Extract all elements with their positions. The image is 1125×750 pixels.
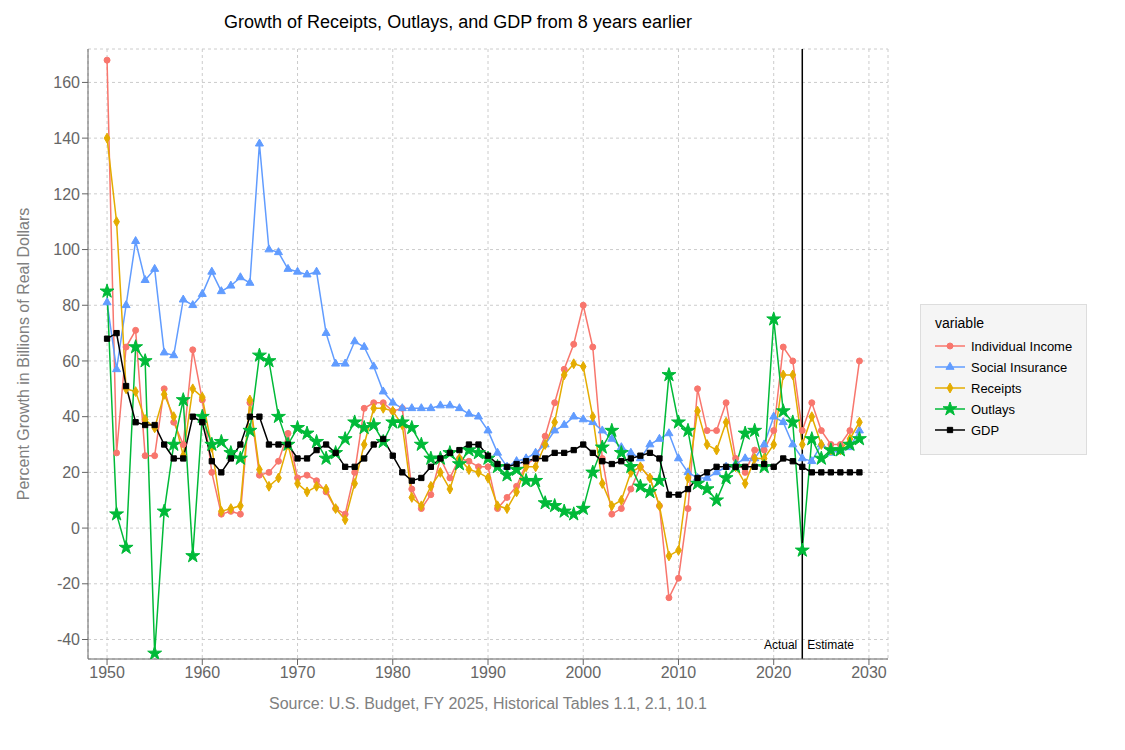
html-text:Growth of Receipts, Outlays, a: Growth of Receipts, Outlays, and GDP fro… bbox=[224, 12, 692, 32]
svg-text:1990: 1990 bbox=[470, 664, 506, 681]
svg-text:-40: -40 bbox=[57, 631, 80, 648]
svg-text:2010: 2010 bbox=[661, 664, 697, 681]
svg-text:Percent Growth in Billions of: Percent Growth in Billions of Real Dolla… bbox=[15, 208, 32, 501]
html-text:Outlays: Outlays bbox=[971, 401, 1016, 417]
svg-text:Actual: Actual bbox=[764, 638, 797, 652]
svg-text:60: 60 bbox=[62, 353, 80, 370]
svg-text:20: 20 bbox=[62, 464, 80, 481]
html-text:GDP: GDP bbox=[971, 422, 1000, 438]
svg-text:Estimate: Estimate bbox=[807, 638, 854, 652]
svg-text:2000: 2000 bbox=[565, 664, 601, 681]
svg-text:120: 120 bbox=[53, 186, 80, 203]
svg-text:2030: 2030 bbox=[851, 664, 887, 681]
html-text:Individual Income: Individual Income bbox=[971, 338, 1073, 354]
svg-text:Source: U.S. Budget, FY 2025,: Source: U.S. Budget, FY 2025, Historical… bbox=[269, 695, 707, 712]
svg-text:1960: 1960 bbox=[184, 664, 220, 681]
svg-text:-20: -20 bbox=[57, 575, 80, 592]
svg-text:160: 160 bbox=[53, 74, 80, 91]
svg-text:100: 100 bbox=[53, 241, 80, 258]
html-text:Social Insurance: Social Insurance bbox=[971, 359, 1068, 375]
svg-text:0: 0 bbox=[71, 520, 80, 537]
svg-text:140: 140 bbox=[53, 130, 80, 147]
svg-text:40: 40 bbox=[62, 408, 80, 425]
svg-text:80: 80 bbox=[62, 297, 80, 314]
svg-text:1950: 1950 bbox=[89, 664, 125, 681]
html-text:Receipts: Receipts bbox=[971, 380, 1022, 396]
svg-text:1970: 1970 bbox=[280, 664, 316, 681]
html-text:variable: variable bbox=[935, 314, 984, 331]
svg-text:2020: 2020 bbox=[756, 664, 792, 681]
svg-text:1980: 1980 bbox=[375, 664, 411, 681]
